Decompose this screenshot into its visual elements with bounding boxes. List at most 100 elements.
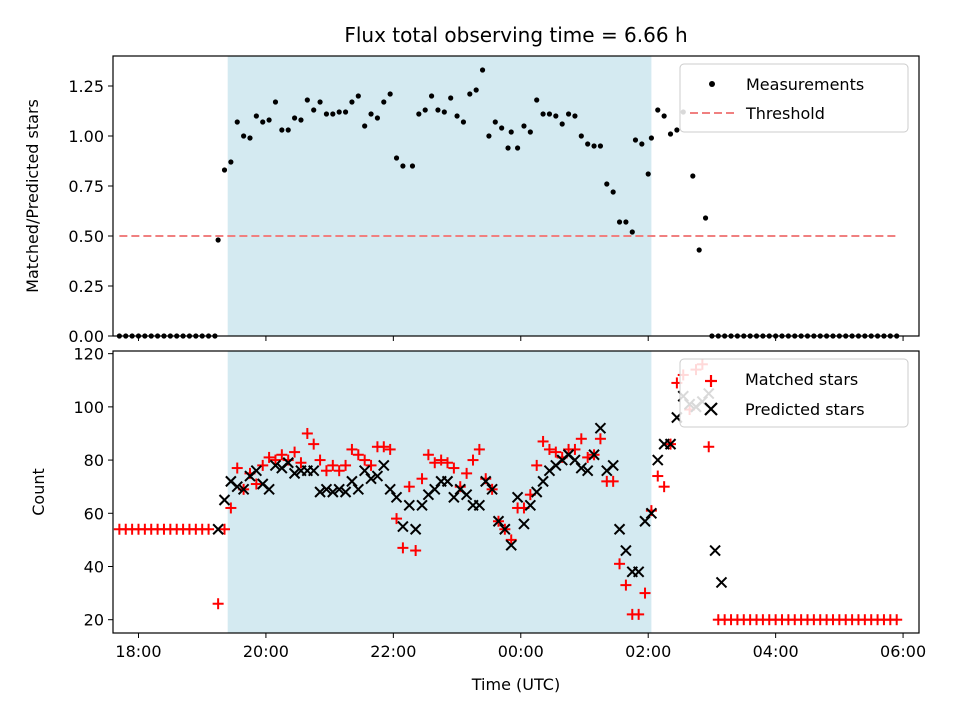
legend-predicted-marker bbox=[704, 402, 718, 416]
predicted-stars-point bbox=[531, 486, 543, 498]
top-y-tick-label: 1.25 bbox=[68, 77, 104, 96]
measurements-point bbox=[253, 113, 259, 119]
measurements-point bbox=[409, 163, 416, 169]
predicted-stars-point bbox=[288, 467, 301, 480]
predicted-stars-point bbox=[486, 483, 498, 496]
measurements-point bbox=[336, 109, 342, 115]
predicted-stars-point bbox=[403, 499, 415, 512]
predicted-stars-point bbox=[320, 483, 333, 496]
matched-stars-point bbox=[212, 598, 224, 610]
matched-stars-point bbox=[346, 443, 358, 455]
matched-stars-point bbox=[435, 454, 447, 466]
measurements-point bbox=[422, 107, 428, 113]
measurements-point bbox=[546, 111, 553, 117]
legend-predicted-label: Predicted stars bbox=[745, 400, 865, 419]
predicted-stars-point bbox=[664, 438, 677, 450]
matched-stars-point bbox=[531, 459, 543, 471]
matched-stars-point bbox=[891, 614, 903, 626]
legend-measurements-marker bbox=[709, 81, 715, 87]
matched-stars-point bbox=[422, 449, 434, 461]
bottom-series bbox=[113, 358, 903, 626]
predicted-stars-point bbox=[339, 486, 352, 498]
measurements-point bbox=[241, 133, 247, 139]
bottom-y-axis-label: Count bbox=[29, 468, 48, 516]
top-axis-ticks: 0.00 0.25 0.50 0.75 1.00 1.25 bbox=[68, 77, 904, 346]
measurements-point bbox=[349, 99, 355, 105]
measurements-point bbox=[247, 135, 253, 141]
measurements-point bbox=[553, 113, 559, 119]
predicted-stars-point bbox=[282, 457, 294, 469]
measurements-point bbox=[272, 99, 279, 105]
matched-stars-point bbox=[575, 433, 587, 445]
predicted-stars-point bbox=[263, 483, 275, 496]
measurements-point bbox=[696, 247, 702, 253]
predicted-stars-point bbox=[390, 491, 403, 504]
top-y-tick-label: 0.00 bbox=[68, 327, 104, 346]
matched-stars-point bbox=[257, 459, 269, 471]
predicted-stars-point bbox=[499, 523, 511, 535]
measurements-point bbox=[623, 219, 629, 225]
matched-stars-point bbox=[607, 475, 619, 487]
matched-stars-point bbox=[569, 443, 581, 455]
matched-stars-point bbox=[505, 534, 517, 546]
measurements-point bbox=[260, 119, 266, 125]
top-y-tick-label: 0.50 bbox=[68, 227, 104, 246]
matched-stars-point bbox=[308, 438, 320, 450]
predicted-stars-point bbox=[416, 499, 428, 512]
measurements-point bbox=[291, 115, 298, 121]
measurements-point bbox=[393, 155, 400, 161]
matched-stars-point bbox=[320, 465, 332, 477]
measurements-point bbox=[330, 111, 336, 117]
measurements-point bbox=[690, 173, 696, 179]
bottom-legend-box bbox=[679, 358, 909, 428]
legend-matched-label: Matched stars bbox=[745, 370, 858, 389]
predicted-stars-point bbox=[620, 544, 632, 557]
predicted-stars-point bbox=[441, 475, 454, 488]
bottom-axes-frame bbox=[112, 350, 920, 634]
measurements-point bbox=[648, 135, 654, 141]
predicted-stars-point bbox=[237, 483, 250, 496]
predicted-stars-point bbox=[524, 499, 537, 512]
matched-stars-point bbox=[314, 454, 326, 466]
bot-y-tick-label: 60 bbox=[84, 504, 104, 523]
predicted-stars-point bbox=[371, 470, 384, 482]
predicted-stars-point bbox=[352, 483, 365, 496]
bot-y-tick-label: 80 bbox=[84, 451, 104, 470]
measurements-point bbox=[266, 117, 272, 123]
matched-stars-point bbox=[301, 427, 313, 439]
matched-stars-point bbox=[231, 462, 243, 474]
top-panel: 0.00 0.25 0.50 0.75 1.00 1.25 Matched/Predict… bbox=[23, 55, 920, 346]
legend-measurements-label: Measurements bbox=[746, 75, 864, 94]
measurements-point bbox=[473, 87, 479, 93]
matched-stars-point bbox=[614, 558, 626, 570]
measurements-point bbox=[572, 113, 578, 119]
predicted-stars-point bbox=[333, 483, 345, 496]
predicted-stars-point bbox=[607, 459, 619, 472]
predicted-stars-point bbox=[218, 494, 231, 506]
matched-stars-point bbox=[633, 608, 645, 620]
predicted-stars-point bbox=[409, 523, 422, 535]
matched-stars-point bbox=[276, 449, 288, 461]
predicted-stars-point bbox=[212, 523, 224, 535]
predicted-stars-point bbox=[448, 491, 460, 504]
bottom-panel: 18:00 20:00 22:00 00:00 02:00 04:00 06:00 20 40 6… bbox=[29, 345, 926, 694]
matched-stars-point bbox=[461, 467, 473, 479]
matched-stars-point bbox=[403, 481, 415, 493]
matched-stars-point bbox=[658, 481, 670, 493]
predicted-stars-point bbox=[709, 544, 721, 557]
predicted-stars-point bbox=[346, 475, 358, 488]
measurements-point bbox=[578, 133, 584, 139]
top-shaded-region bbox=[227, 56, 652, 336]
matched-stars-point bbox=[359, 454, 371, 466]
matched-stars-point bbox=[537, 435, 549, 447]
predicted-stars-point bbox=[314, 486, 326, 498]
measurements-point bbox=[514, 145, 521, 151]
predicted-stars-point bbox=[569, 454, 581, 466]
predicted-stars-point bbox=[460, 488, 473, 501]
measurements-point bbox=[304, 97, 310, 103]
measurements-point bbox=[479, 67, 486, 73]
measurements-point bbox=[387, 91, 393, 97]
bot-x-tick-label: 00:00 bbox=[498, 642, 544, 661]
measurements-point bbox=[460, 119, 467, 125]
measurements-point bbox=[448, 95, 454, 101]
